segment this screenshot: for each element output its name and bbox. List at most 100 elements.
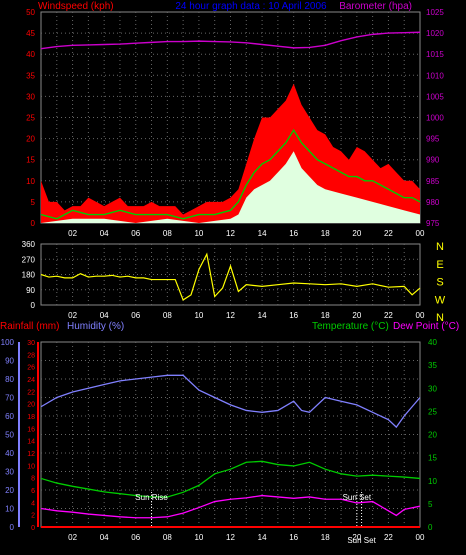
p1-x-tick-label: 00 (416, 229, 425, 238)
p1-x-tick-label: 14 (258, 229, 267, 238)
temperature-y-tick-label: 0 (428, 523, 433, 532)
windspeed-y-tick-label: 5 (31, 198, 36, 207)
temperature-y-tick-label: 10 (428, 477, 437, 486)
sun-marker-label: Sun Set (347, 536, 376, 545)
sun-marker-label: Sun Rise (135, 493, 168, 502)
humidity-series-line (40, 374, 421, 429)
humidity-y-tick-label: 40 (5, 449, 14, 458)
windspeed-y-tick-label: 40 (26, 50, 35, 59)
dewpoint-axis-title: Dew Point (°C) (393, 321, 459, 332)
p2-x-tick-label: 00 (416, 311, 425, 320)
rainfall-y-tick-label: 10 (27, 463, 35, 470)
windspeed-series-area (41, 83, 420, 224)
windspeed-y-tick-label: 10 (26, 177, 35, 186)
direction-y-tick-label: 90 (26, 286, 35, 295)
p3-x-tick-label: 20 (352, 533, 361, 542)
rainfall-axis-title: Rainfall (mm) (0, 321, 59, 332)
p2-x-tick-label: 04 (100, 311, 109, 320)
windspeed-y-tick-label: 45 (26, 29, 35, 38)
compass-label: S (436, 277, 443, 289)
p2-x-tick-label: 10 (194, 311, 203, 320)
p1-x-tick-label: 20 (352, 229, 361, 238)
direction-y-tick-label: 0 (31, 301, 36, 310)
p1-x-tick-label: 10 (194, 229, 203, 238)
compass-label: N (436, 312, 444, 324)
windspeed-axis-title: Windspeed (kph) (38, 1, 114, 12)
p2-x-tick-label: 22 (384, 311, 393, 320)
wind-average-series-line (40, 128, 421, 220)
humidity-y-tick-label: 20 (5, 486, 14, 495)
p1-x-tick-label: 16 (289, 229, 298, 238)
windspeed-y-tick-label: 50 (26, 8, 35, 17)
p2-x-tick-label: 12 (226, 311, 235, 320)
temperature-y-tick-label: 5 (428, 500, 433, 509)
windspeed-y-tick-label: 0 (31, 219, 36, 228)
humidity-y-tick-label: 80 (5, 375, 14, 384)
p1-x-tick-label: 18 (321, 229, 330, 238)
barometer-y-tick-label: 1020 (426, 29, 444, 38)
compass-label: W (435, 294, 446, 306)
humidity-axis-title: Humidity (%) (67, 321, 124, 332)
p3-x-tick-label: 14 (258, 533, 267, 542)
p1-x-tick-label: 12 (226, 229, 235, 238)
p3-x-tick-label: 22 (384, 533, 393, 542)
temperature-y-tick-label: 25 (428, 407, 437, 416)
rainfall-y-tick-label: 0 (31, 525, 35, 532)
humidity-y-tick-label: 10 (5, 505, 14, 514)
rainfall-y-tick-label: 18 (27, 414, 35, 421)
p2-x-tick-label: 18 (321, 311, 330, 320)
p2-x-tick-label: 02 (68, 311, 77, 320)
humidity-y-tick-label: 70 (5, 394, 14, 403)
windspeed-y-tick-label: 30 (26, 92, 35, 101)
p1-x-tick-label: 06 (131, 229, 140, 238)
p3-x-tick-label: 00 (416, 533, 425, 542)
p1-x-tick-label: 04 (100, 229, 109, 238)
rainfall-y-tick-label: 14 (27, 439, 35, 446)
barometer-y-tick-label: 975 (426, 219, 440, 228)
humidity-y-tick-label: 50 (5, 431, 14, 440)
rainfall-y-tick-label: 8 (31, 476, 35, 483)
p3-x-tick-label: 18 (321, 533, 330, 542)
p3-x-tick-label: 04 (100, 533, 109, 542)
windspeed-y-tick-label: 15 (26, 156, 35, 165)
p1-x-tick-label: 08 (163, 229, 172, 238)
barometer-y-tick-label: 1010 (426, 71, 444, 80)
barometer-y-tick-label: 990 (426, 156, 440, 165)
humidity-y-tick-label: 90 (5, 357, 14, 366)
p3-x-tick-label: 02 (68, 533, 77, 542)
barometer-y-tick-label: 1005 (426, 92, 444, 101)
rainfall-y-tick-label: 30 (27, 340, 35, 347)
p3-x-tick-label: 10 (194, 533, 203, 542)
rainfall-y-tick-label: 12 (27, 451, 35, 458)
windspeed-y-tick-label: 35 (26, 71, 35, 80)
temperature-y-tick-label: 40 (428, 338, 437, 347)
p1-x-tick-label: 02 (68, 229, 77, 238)
temperature-y-tick-label: 15 (428, 454, 437, 463)
p2-x-tick-label: 08 (163, 311, 172, 320)
p3-x-tick-label: 16 (289, 533, 298, 542)
p2-x-tick-label: 06 (131, 311, 140, 320)
rainfall-y-tick-label: 2 (31, 513, 35, 520)
p2-x-tick-label: 20 (352, 311, 361, 320)
barometer-axis-title: Barometer (hpa) (339, 1, 412, 12)
p1-x-tick-label: 22 (384, 229, 393, 238)
chart-title: 24 hour graph data : 10 April 2006 (175, 1, 327, 12)
rainfall-y-tick-label: 24 (27, 377, 35, 384)
humidity-y-tick-label: 100 (1, 338, 15, 347)
p3-x-tick-label: 12 (226, 533, 235, 542)
rainfall-y-tick-label: 28 (27, 352, 35, 359)
temperature-axis-title: Temperature (°C) (312, 321, 389, 332)
compass-label: E (436, 259, 443, 271)
barometer-y-tick-label: 1015 (426, 50, 444, 59)
rainfall-y-tick-label: 16 (27, 426, 35, 433)
barometer-y-tick-label: 1025 (426, 8, 444, 17)
direction-y-tick-label: 270 (22, 255, 36, 264)
dewpoint-series-line (40, 494, 421, 519)
direction-y-tick-label: 360 (22, 240, 36, 249)
p2-x-tick-label: 16 (289, 311, 298, 320)
temperature-y-tick-label: 35 (428, 361, 437, 370)
wind-direction-series-line (40, 252, 421, 301)
p3-x-tick-label: 06 (131, 533, 140, 542)
barometer-series-line (40, 31, 421, 50)
